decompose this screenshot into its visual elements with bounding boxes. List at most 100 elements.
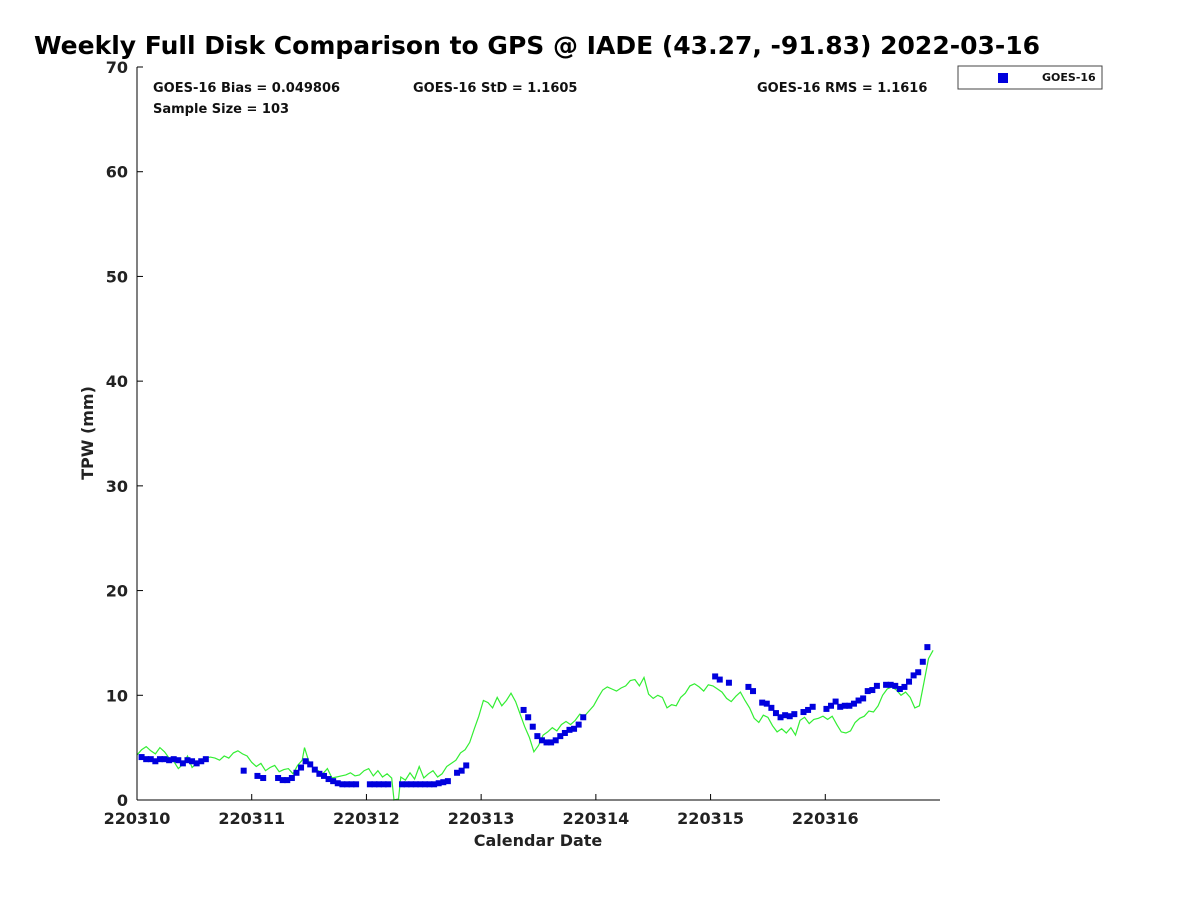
goes16-point	[198, 758, 205, 765]
goes16-point	[543, 739, 550, 746]
goes16-point	[138, 754, 145, 761]
goes16-point	[339, 781, 346, 788]
goes16-point	[298, 764, 305, 771]
goes16-point	[910, 672, 917, 679]
goes16-point	[152, 758, 159, 765]
goes16-point	[403, 781, 410, 788]
x-tick-label: 220312	[333, 809, 400, 828]
goes16-point	[864, 688, 871, 695]
goes16-point	[417, 781, 424, 788]
x-tick-label: 220313	[448, 809, 515, 828]
goes16-point	[189, 758, 196, 765]
goes16-point	[869, 687, 876, 694]
goes16-point	[906, 678, 913, 685]
goes16-point	[307, 761, 314, 768]
goes16-point	[412, 781, 419, 788]
goes16-point	[557, 733, 564, 740]
goes16-point	[353, 781, 360, 788]
goes16-point	[915, 669, 922, 676]
goes16-point	[444, 778, 451, 785]
goes16-point	[552, 737, 559, 744]
goes16-point	[325, 776, 332, 783]
bias-stat: GOES-16 Bias = 0.049806	[153, 81, 340, 96]
goes16-point	[320, 772, 327, 779]
goes16-point	[458, 767, 465, 774]
sample-size-stat: Sample Size = 103	[153, 102, 289, 117]
goes16-point	[538, 737, 545, 744]
goes16-point	[371, 781, 378, 788]
y-tick-label: 50	[106, 267, 128, 286]
goes16-point	[828, 702, 835, 709]
x-tick-label: 220310	[104, 809, 171, 828]
goes16-point	[302, 758, 309, 765]
goes16-point	[279, 777, 286, 784]
goes16-point	[566, 726, 573, 733]
goes16-point	[293, 769, 300, 776]
goes16-point	[883, 681, 890, 688]
goes16-point	[768, 704, 775, 711]
goes16-point	[398, 781, 405, 788]
goes16-point	[520, 706, 527, 713]
goes16-point	[421, 781, 428, 788]
goes16-point	[202, 756, 209, 763]
goes16-point	[193, 760, 200, 767]
y-tick-label: 30	[106, 477, 128, 496]
y-tick-label: 10	[106, 686, 128, 705]
goes16-point	[887, 681, 894, 688]
goes16-point	[166, 757, 173, 764]
x-axis-ticks: 220310 220311 220312 220313 220314 220315 2203…	[104, 794, 859, 828]
goes16-point	[534, 733, 541, 740]
legend-box	[957, 65, 1103, 90]
goes16-point	[184, 757, 191, 764]
goes16-point	[901, 683, 908, 690]
goes16-point	[334, 780, 341, 787]
axes: 0 10 20 30 40 50 60 70 220310 220311 220312 220313…	[104, 58, 940, 828]
goes16-point	[725, 679, 732, 686]
goes16-point	[712, 673, 719, 680]
goes16-point	[896, 686, 903, 693]
goes16-point	[575, 721, 582, 728]
y-tick-label: 20	[106, 582, 128, 601]
goes16-point	[791, 711, 798, 718]
goes16-point	[763, 700, 770, 707]
goes16-point	[343, 781, 350, 788]
goes16-point	[366, 781, 373, 788]
goes16-point	[809, 703, 816, 710]
goes16-point	[348, 781, 355, 788]
goes16-point	[525, 714, 532, 721]
plot-area	[136, 67, 940, 801]
goes16-point	[408, 781, 415, 788]
goes16-point	[284, 777, 291, 784]
goes16-point	[529, 723, 536, 730]
std-stat: GOES-16 StD = 1.1605	[413, 81, 577, 96]
goes16-point	[786, 713, 793, 720]
gps-series	[136, 650, 934, 801]
goes16-point	[147, 756, 154, 763]
goes16-point	[170, 756, 177, 763]
stats-annotations: GOES-16 Bias = 0.049806 GOES-16 StD = 1.…	[153, 81, 927, 117]
goes16-point	[759, 699, 766, 706]
goes16-point	[855, 697, 862, 704]
plot-background	[137, 67, 940, 800]
y-axis-label: TPW (mm)	[78, 386, 97, 480]
goes16-point	[254, 772, 261, 779]
goes16-point	[454, 769, 461, 776]
goes16-point	[240, 767, 247, 774]
goes16-point	[800, 709, 807, 716]
goes16-point	[777, 714, 784, 721]
goes16-point	[143, 756, 150, 763]
y-tick-label: 70	[106, 58, 128, 77]
goes16-point	[837, 703, 844, 710]
goes16-point	[260, 775, 267, 782]
goes16-point	[179, 760, 186, 767]
x-tick-label: 220314	[562, 809, 629, 828]
y-tick-label: 0	[117, 791, 128, 810]
goes16-point	[330, 778, 337, 785]
goes16-point	[580, 714, 587, 721]
x-tick-label: 220316	[792, 809, 859, 828]
goes16-point	[435, 780, 442, 787]
goes16-point	[380, 781, 387, 788]
goes16-point	[823, 705, 830, 712]
legend-label-goes16: GOES-16	[1042, 71, 1096, 84]
